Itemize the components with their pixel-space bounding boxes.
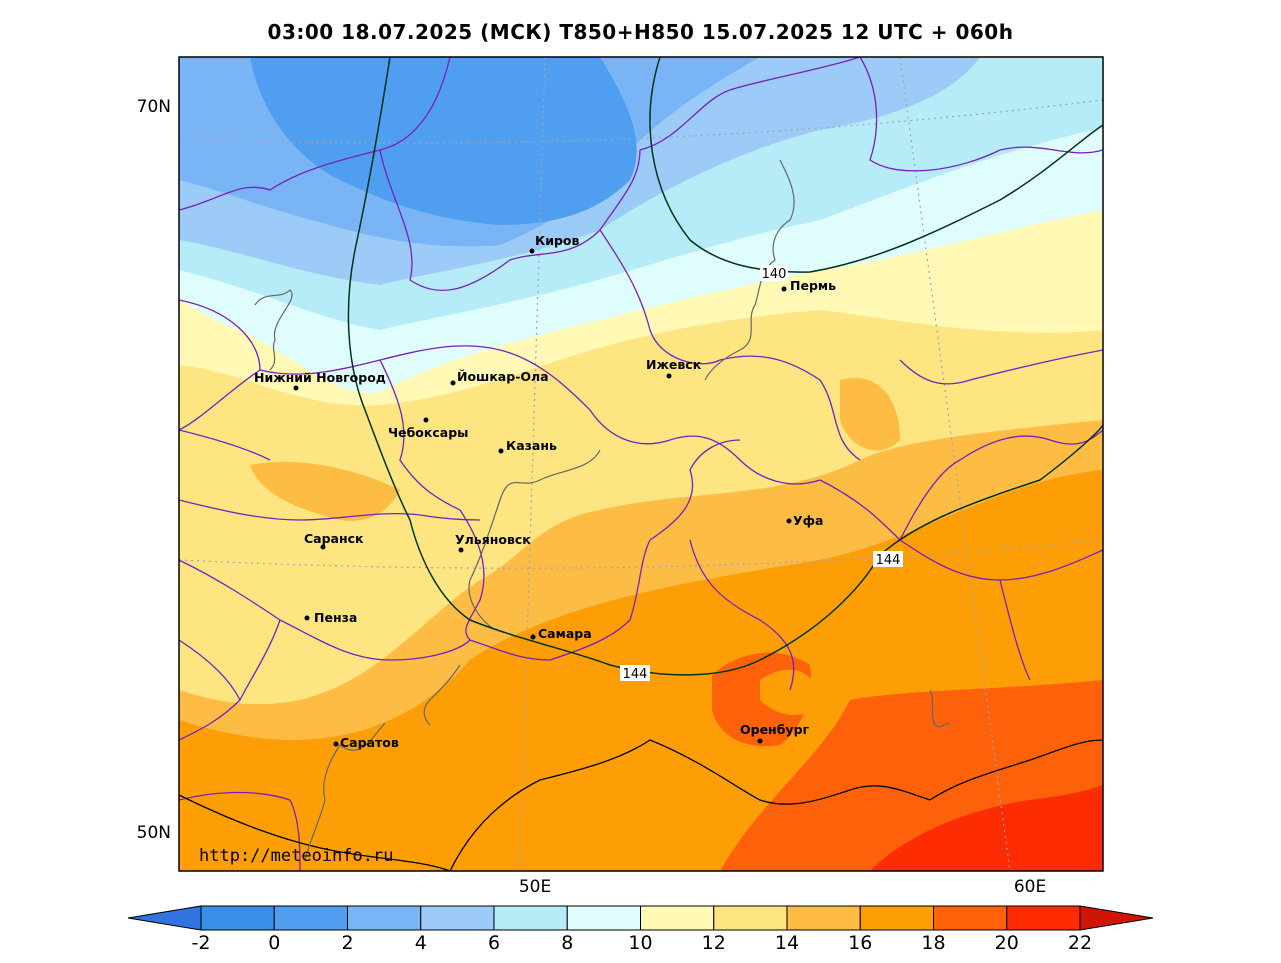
- colorbar-tick-label: 18: [921, 932, 945, 954]
- colorbar-tick-label: 14: [775, 932, 799, 954]
- city-izhevsk: Ижевск: [646, 357, 702, 379]
- colorbar-tick-label: 20: [995, 932, 1019, 954]
- colorbar-tick-label: 16: [848, 932, 872, 954]
- colorbar-segment: [200, 905, 275, 931]
- svg-text:Чебоксары: Чебоксары: [388, 425, 468, 440]
- colorbar-segment: [933, 905, 1008, 931]
- cities-layer: Киров Пермь Ижевск Нижний Новгород Йошка…: [254, 233, 836, 750]
- region-borders: [179, 57, 1103, 871]
- svg-text:Нижний Новгород: Нижний Новгород: [254, 370, 386, 385]
- colorbar-tick-label: 22: [1068, 932, 1092, 954]
- colorbar-segment: [420, 905, 495, 931]
- city-ufa: Уфа: [786, 513, 823, 528]
- svg-text:Пермь: Пермь: [790, 278, 836, 293]
- city-nizhny-novgorod: Нижний Новгород: [254, 370, 386, 391]
- colorbar-segment: [713, 905, 788, 931]
- city-penza: Пенза: [304, 610, 357, 625]
- map-frame: [178, 56, 1104, 872]
- colorbar-under-arrow: [127, 905, 202, 931]
- colorbar-over-arrow: [1079, 905, 1154, 931]
- colorbar: -2 0 2 4 6 8 10 12 14 16 18 20 22: [127, 905, 1154, 954]
- svg-text:Киров: Киров: [535, 233, 580, 248]
- lon-label-60e: 60E: [1014, 877, 1046, 897]
- city-samara: Самара: [530, 626, 592, 641]
- colorbar-tick-label: 10: [628, 932, 652, 954]
- contour-labels: 140 144 144: [620, 265, 903, 682]
- city-saransk: Саранск: [304, 531, 364, 550]
- city-saratov: Саратов: [333, 735, 399, 750]
- contour-label-144-west: 144: [623, 667, 648, 682]
- height-contours: [347, 57, 1103, 676]
- colorbar-segment: [859, 905, 934, 931]
- colorbar-tick-label: 0: [268, 932, 280, 954]
- city-ulyanovsk: Ульяновск: [455, 532, 531, 553]
- contour-label-144-east: 144: [876, 553, 901, 568]
- svg-text:Ульяновск: Ульяновск: [455, 532, 531, 547]
- contour-label-140: 140: [762, 267, 787, 282]
- colorbar-tick-label: 8: [561, 932, 573, 954]
- city-yoshkar-ola: Йошкар-Ола: [450, 369, 549, 386]
- colorbar-segment: [347, 905, 422, 931]
- lat-label-70n: 70N: [137, 97, 171, 117]
- svg-text:Казань: Казань: [506, 438, 557, 453]
- colorbar-tick-label: 12: [702, 932, 726, 954]
- graticule: [179, 57, 1103, 871]
- watermark-url: http://meteoinfo.ru: [199, 846, 393, 866]
- svg-text:Ижевск: Ижевск: [646, 357, 702, 372]
- svg-text:Уфа: Уфа: [793, 513, 823, 528]
- svg-text:Йошкар-Ола: Йошкар-Ола: [457, 369, 549, 384]
- colorbar-segment: [566, 905, 641, 931]
- colorbar-tick-label: 6: [488, 932, 500, 954]
- country-borders: [179, 739, 1103, 871]
- city-orenburg: Оренбург: [740, 722, 810, 744]
- colorbar-segment: [786, 905, 861, 931]
- lat-label-50n: 50N: [137, 823, 171, 843]
- svg-text:Пенза: Пенза: [314, 610, 357, 625]
- svg-text:Оренбург: Оренбург: [740, 722, 810, 737]
- colorbar-segment: [273, 905, 348, 931]
- city-perm: Пермь: [781, 278, 836, 293]
- temperature-field: [179, 57, 1103, 871]
- map-title: 03:00 18.07.2025 (МСК) T850+H850 15.07.2…: [267, 20, 1014, 44]
- city-cheboksary: Чебоксары: [388, 417, 468, 440]
- colorbar-tick-label: 4: [415, 932, 427, 954]
- svg-text:Саратов: Саратов: [340, 735, 399, 750]
- colorbar-segment: [1006, 905, 1081, 931]
- colorbar-segment: [640, 905, 715, 931]
- city-kazan: Казань: [498, 438, 557, 454]
- svg-text:Саранск: Саранск: [304, 531, 364, 546]
- lon-label-50e: 50E: [519, 877, 551, 897]
- city-kirov: Киров: [529, 233, 580, 254]
- svg-text:Самара: Самара: [538, 626, 592, 641]
- colorbar-tick-label: 2: [341, 932, 353, 954]
- colorbar-tick-label: -2: [192, 932, 211, 954]
- colorbar-segment: [493, 905, 568, 931]
